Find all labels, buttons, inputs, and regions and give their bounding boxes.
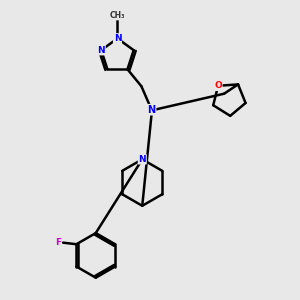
Text: F: F	[55, 238, 61, 247]
Text: O: O	[214, 81, 222, 90]
Text: N: N	[114, 34, 121, 43]
Text: N: N	[98, 46, 105, 55]
Text: N: N	[138, 155, 146, 164]
Text: N: N	[148, 105, 156, 115]
Text: CH₃: CH₃	[110, 11, 125, 20]
